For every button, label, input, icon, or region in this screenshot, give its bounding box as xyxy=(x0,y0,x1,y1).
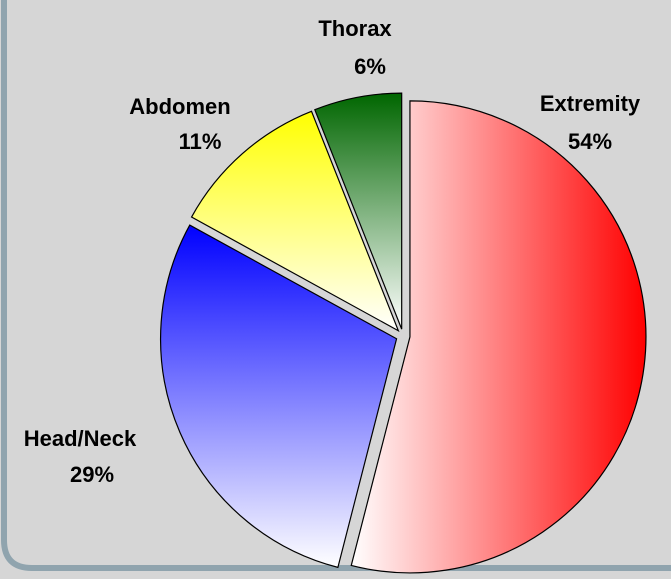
pie-slice xyxy=(350,100,647,574)
pie-slice xyxy=(190,110,400,333)
slice-value-label: 29% xyxy=(70,462,114,487)
slice-label: Thorax xyxy=(318,16,392,41)
slice-label: Head/Neck xyxy=(24,426,137,451)
slice-label: Abdomen xyxy=(129,94,230,119)
pie-slice xyxy=(314,92,403,330)
slice-label: Extremity xyxy=(540,91,641,116)
slice-value-label: 11% xyxy=(179,129,222,154)
slice-value-label: 6% xyxy=(354,54,386,79)
pie-slice xyxy=(160,224,398,569)
slice-value-label: 54% xyxy=(568,129,612,154)
